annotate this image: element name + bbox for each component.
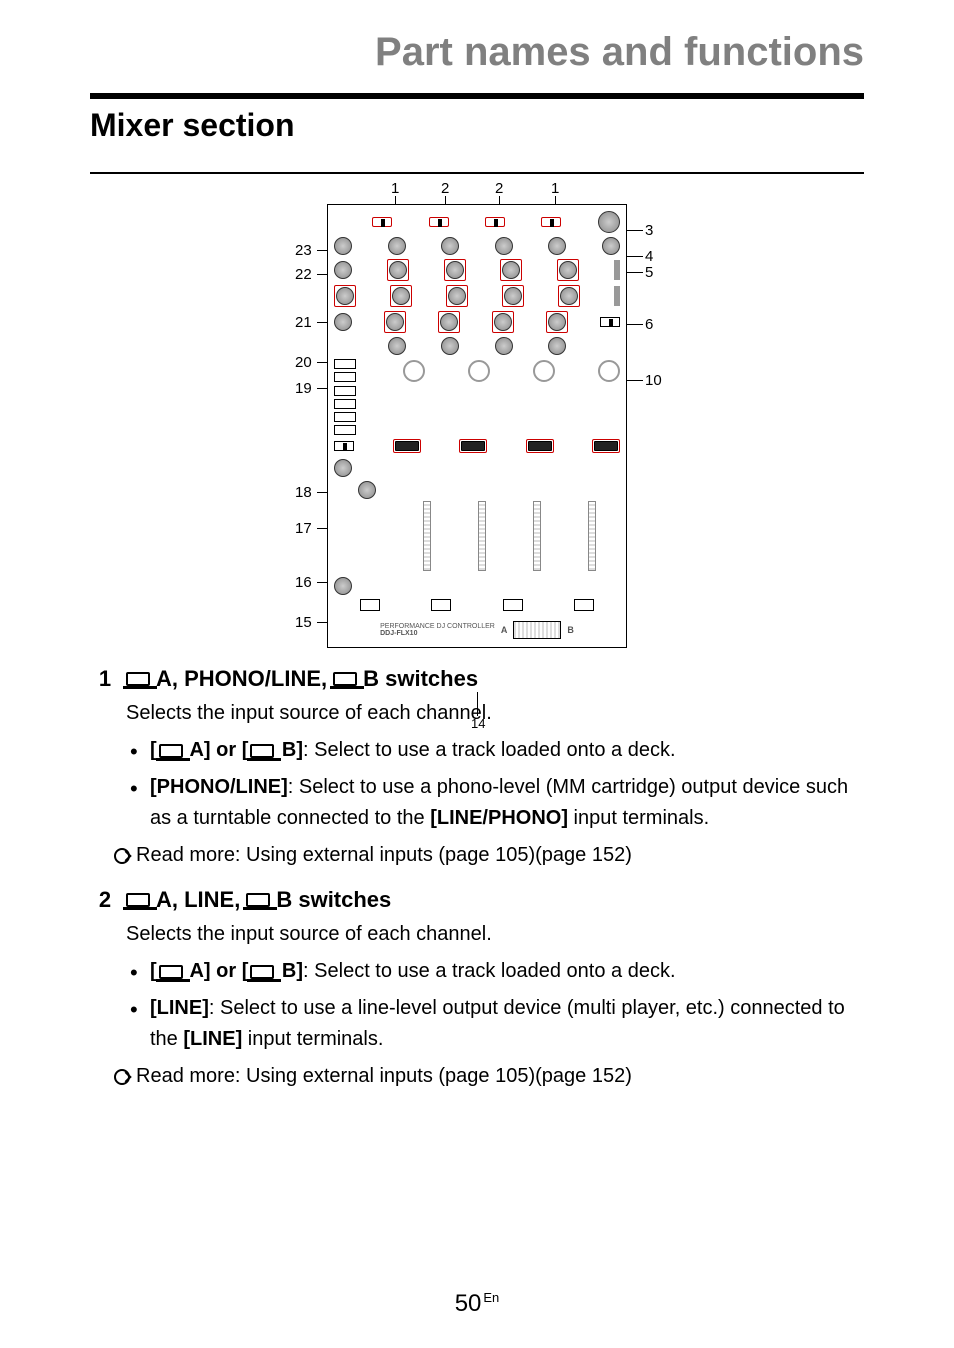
callout-22: 22 xyxy=(295,266,312,283)
callout-5: 5 xyxy=(645,264,653,281)
callout-top-1-left: 1 xyxy=(391,180,399,197)
page-lang: En xyxy=(483,1290,499,1305)
callout-21: 21 xyxy=(295,314,312,331)
callout-top-1-right: 1 xyxy=(551,180,559,197)
callout-3: 3 xyxy=(645,222,653,239)
item-2-bullet-2: [LINE]: Select to use a line-level outpu… xyxy=(126,993,864,1055)
item-2-readmore: Read more: Using external inputs (page 1… xyxy=(114,1061,864,1092)
xfader-b: B xyxy=(567,625,574,635)
callout-18: 18 xyxy=(295,484,312,501)
rule-thin xyxy=(90,172,864,174)
rule-thick xyxy=(90,93,864,99)
xfader-a: A xyxy=(501,625,508,635)
callout-top-2-right: 2 xyxy=(495,180,503,197)
laptop-icon xyxy=(126,672,150,686)
callout-10: 10 xyxy=(645,372,662,389)
callout-15: 15 xyxy=(295,614,312,631)
item-2-intro: Selects the input source of each channel… xyxy=(126,919,864,950)
laptop-icon xyxy=(250,744,274,758)
callout-16: 16 xyxy=(295,574,312,591)
mixer-panel: PERFORMANCE DJ CONTROLLER DDJ-FLX10 A B xyxy=(327,204,627,648)
item-2-bullet-1: [ A] or [ B]: Select to use a track load… xyxy=(126,956,864,987)
callout-23: 23 xyxy=(295,242,312,259)
callout-20: 20 xyxy=(295,354,312,371)
item-1-head-a: A, PHONO/LINE, xyxy=(156,666,327,692)
section-title: Mixer section xyxy=(90,107,864,144)
callout-19: 19 xyxy=(295,380,312,397)
item-1-intro: Selects the input source of each channel… xyxy=(126,698,864,729)
arrow-icon xyxy=(114,1069,130,1085)
laptop-icon xyxy=(159,965,183,979)
item-2-head-a: A, LINE, xyxy=(156,887,240,913)
item-1-bullet-2: [PHONO/LINE]: Select to use a phono-leve… xyxy=(126,772,864,834)
arrow-icon xyxy=(114,848,130,864)
page-number: 50 xyxy=(455,1290,482,1317)
item-1-readmore: Read more: Using external inputs (page 1… xyxy=(114,840,864,871)
laptop-icon xyxy=(250,965,274,979)
laptop-icon xyxy=(126,893,150,907)
callout-4: 4 xyxy=(645,248,653,265)
item-2-num: 2 xyxy=(90,887,120,913)
page-footer: 50En xyxy=(90,1290,864,1318)
performance-label: PERFORMANCE DJ CONTROLLER DDJ-FLX10 xyxy=(380,623,495,637)
diagram-wrap: 1 2 2 1 3 4 5 6 10 23 22 21 xyxy=(90,186,864,630)
callout-6: 6 xyxy=(645,316,653,333)
item-2: 2 A, LINE, B switches Selects the input … xyxy=(90,887,864,1092)
item-1-head-b: B switches xyxy=(363,666,478,692)
item-2-head-b: B switches xyxy=(276,887,391,913)
callout-top-2-left: 2 xyxy=(441,180,449,197)
item-1-num: 1 xyxy=(90,666,120,692)
laptop-icon xyxy=(246,893,270,907)
callout-17: 17 xyxy=(295,520,312,537)
callout-14: 14 xyxy=(471,716,485,731)
chapter-title: Part names and functions xyxy=(90,30,864,75)
item-1-bullet-1: [ A] or [ B]: Select to use a track load… xyxy=(126,735,864,766)
laptop-icon xyxy=(159,744,183,758)
laptop-icon xyxy=(333,672,357,686)
